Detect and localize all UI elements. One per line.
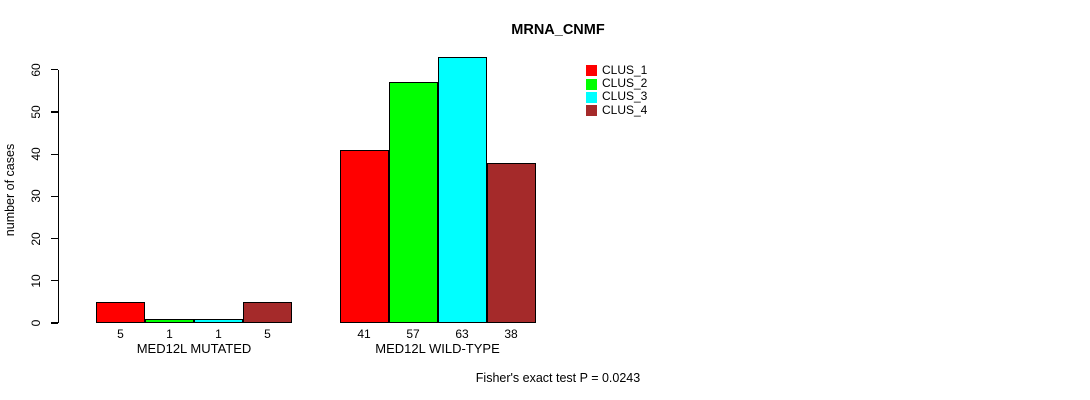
bar-clus_4-2	[486, 162, 536, 323]
bar-clus_3-1	[194, 318, 243, 323]
bar-value-label: 1	[215, 327, 222, 341]
y-tick-label: 60	[29, 63, 43, 77]
y-axis-label: number of cases	[3, 143, 17, 237]
y-tick-mark	[50, 280, 58, 282]
y-tick-mark	[50, 69, 58, 71]
legend-item-label: CLUS_2	[602, 76, 648, 91]
chart-title: MRNA_CNMF	[511, 22, 605, 38]
y-axis-line	[57, 69, 59, 323]
bar-value-label: 57	[406, 327, 420, 341]
bar-value-label: 41	[357, 327, 371, 341]
y-tick-mark	[50, 111, 58, 113]
y-tick-label: 40	[29, 147, 43, 161]
y-tick-mark	[50, 238, 58, 240]
group-label: MED12L MUTATED	[136, 341, 252, 356]
y-tick-mark	[50, 322, 58, 324]
legend-item-label: CLUS_1	[602, 62, 648, 77]
y-tick-label: 0	[29, 319, 43, 327]
bar-clus_1-1	[96, 301, 145, 323]
legend-swatch-icon	[586, 78, 597, 90]
legend-item-clus_1: CLUS_1	[586, 62, 648, 77]
legend-item-clus_2: CLUS_2	[586, 76, 648, 91]
y-tick-label: 10	[29, 274, 43, 288]
legend-swatch-icon	[586, 91, 597, 103]
bar-value-label: 5	[117, 327, 124, 341]
y-tick-mark	[50, 153, 58, 155]
bar-value-label: 63	[455, 327, 469, 341]
group-label: MED12L WILD-TYPE	[375, 341, 500, 356]
bar-value-label: 5	[264, 327, 271, 341]
bar-value-label: 38	[504, 327, 518, 341]
bar-clus_2-1	[145, 318, 194, 323]
bar-clus_2-2	[388, 82, 438, 323]
y-tick-label: 20	[29, 231, 43, 246]
legend-swatch-icon	[586, 105, 597, 117]
bar-value-label: 1	[166, 327, 173, 341]
legend-swatch-icon	[586, 65, 597, 77]
legend: CLUS_1 CLUS_2 CLUS_3 CLUS_4	[586, 62, 648, 118]
bar-clus_4-1	[243, 301, 292, 323]
bar-clus_1-2	[339, 149, 389, 323]
y-tick-label: 50	[29, 105, 43, 119]
legend-item-label: CLUS_3	[602, 89, 648, 104]
legend-item-clus_3: CLUS_3	[586, 89, 648, 104]
bar-clus_3-2	[437, 57, 487, 323]
legend-item-label: CLUS_4	[602, 102, 648, 117]
footnote: Fisher's exact test P = 0.0243	[475, 371, 641, 385]
y-tick-mark	[50, 195, 58, 197]
y-tick-label: 30	[29, 189, 43, 204]
legend-item-clus_4: CLUS_4	[586, 102, 648, 117]
